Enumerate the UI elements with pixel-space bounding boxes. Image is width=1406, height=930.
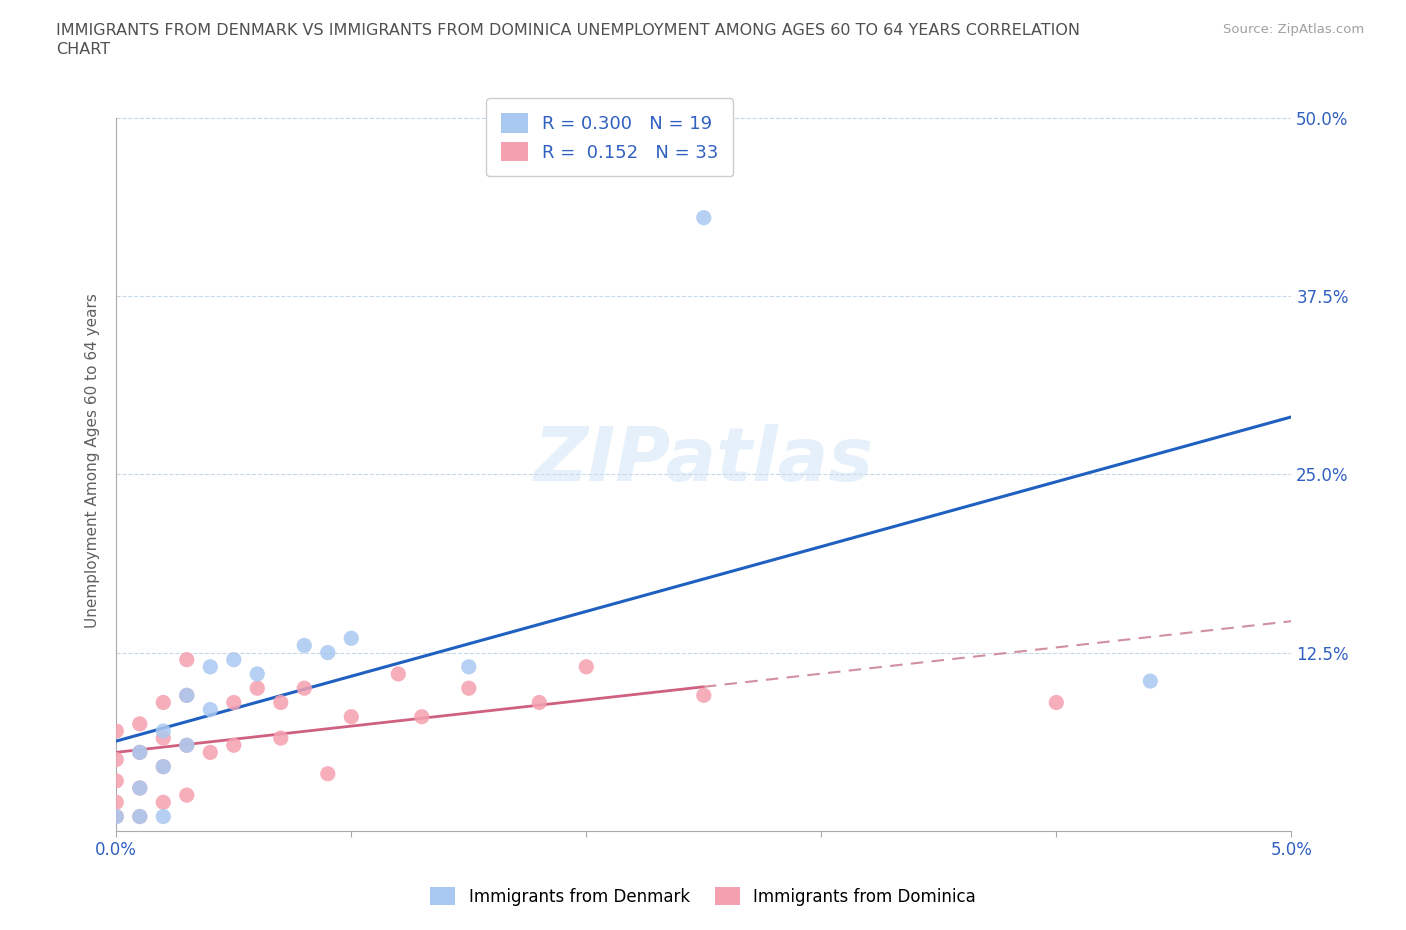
Point <box>105 809 128 824</box>
Point <box>128 809 150 824</box>
Point <box>152 724 174 738</box>
Point <box>105 752 128 767</box>
Point <box>316 645 339 660</box>
Point <box>387 667 409 682</box>
Point <box>105 724 128 738</box>
Point <box>222 652 245 667</box>
Point <box>176 737 198 752</box>
Point <box>340 710 363 724</box>
Point <box>152 759 174 774</box>
Point <box>176 788 198 803</box>
Legend: Immigrants from Denmark, Immigrants from Dominica: Immigrants from Denmark, Immigrants from… <box>423 881 983 912</box>
Text: CHART: CHART <box>56 42 110 57</box>
Text: Source: ZipAtlas.com: Source: ZipAtlas.com <box>1223 23 1364 36</box>
Point <box>128 716 150 731</box>
Point <box>457 681 479 696</box>
Point <box>529 695 551 710</box>
Point <box>128 780 150 795</box>
Point <box>200 659 222 674</box>
Point <box>105 774 128 789</box>
Point <box>105 809 128 824</box>
Text: IMMIGRANTS FROM DENMARK VS IMMIGRANTS FROM DOMINICA UNEMPLOYMENT AMONG AGES 60 T: IMMIGRANTS FROM DENMARK VS IMMIGRANTS FR… <box>56 23 1080 38</box>
Point <box>246 667 269 682</box>
Point <box>176 688 198 703</box>
Point <box>128 745 150 760</box>
Point <box>222 737 245 752</box>
Point <box>1045 695 1067 710</box>
Legend: R = 0.300   N = 19, R =  0.152   N = 33: R = 0.300 N = 19, R = 0.152 N = 33 <box>486 99 733 176</box>
Point <box>340 631 363 645</box>
Point <box>246 681 269 696</box>
Point <box>152 731 174 746</box>
Point <box>176 652 198 667</box>
Point <box>292 638 315 653</box>
Point <box>693 688 716 703</box>
Point <box>152 795 174 810</box>
Point <box>1139 673 1161 688</box>
Point <box>411 710 433 724</box>
Point <box>316 766 339 781</box>
Point <box>292 681 315 696</box>
Point <box>575 659 598 674</box>
Point <box>105 795 128 810</box>
Point <box>128 809 150 824</box>
Point <box>270 695 292 710</box>
Point <box>152 759 174 774</box>
Point <box>152 695 174 710</box>
Point <box>176 737 198 752</box>
Point <box>693 210 716 225</box>
Point <box>200 702 222 717</box>
Point <box>176 688 198 703</box>
Point <box>128 780 150 795</box>
Point <box>128 745 150 760</box>
Text: ZIPatlas: ZIPatlas <box>534 423 873 497</box>
Point <box>200 745 222 760</box>
Point <box>152 809 174 824</box>
Point <box>222 695 245 710</box>
Point <box>457 659 479 674</box>
Point <box>270 731 292 746</box>
Y-axis label: Unemployment Among Ages 60 to 64 years: Unemployment Among Ages 60 to 64 years <box>86 293 100 628</box>
